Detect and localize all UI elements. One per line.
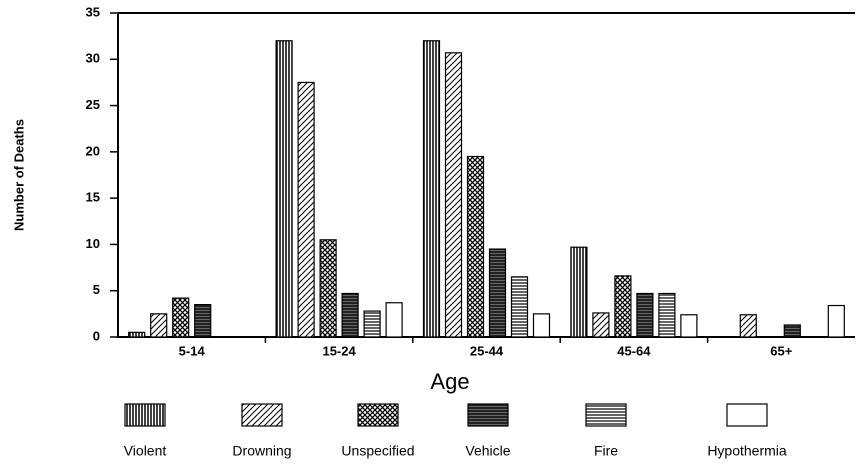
bar bbox=[172, 297, 190, 338]
bar bbox=[150, 313, 168, 338]
x-tick-label: 65+ bbox=[770, 343, 792, 358]
legend-label: Fire bbox=[594, 443, 618, 459]
legend-swatch bbox=[726, 403, 768, 427]
bar bbox=[680, 314, 698, 338]
bar bbox=[636, 292, 654, 338]
y-tick-label: 20 bbox=[86, 143, 100, 158]
y-tick-label: 35 bbox=[86, 4, 100, 19]
bar bbox=[614, 275, 632, 338]
bar bbox=[510, 276, 529, 338]
bar bbox=[592, 312, 610, 338]
x-tick-label: 15-24 bbox=[322, 343, 356, 358]
legend-label: Unspecified bbox=[341, 443, 414, 459]
bar bbox=[385, 302, 403, 338]
bar bbox=[532, 313, 551, 338]
legend-label: Drowning bbox=[232, 443, 291, 459]
bar bbox=[827, 304, 845, 338]
legend-label: Vehicle bbox=[465, 443, 510, 459]
y-tick-label: 10 bbox=[86, 236, 100, 251]
bar bbox=[275, 40, 293, 338]
bar bbox=[363, 310, 381, 338]
bar bbox=[319, 239, 337, 338]
bar bbox=[297, 81, 315, 338]
legend-label: Hypothermia bbox=[707, 443, 787, 459]
y-tick-label: 25 bbox=[86, 97, 100, 112]
bar bbox=[422, 40, 441, 338]
x-axis-title: Age bbox=[430, 369, 469, 394]
bar bbox=[488, 248, 507, 338]
legend-swatch bbox=[357, 403, 399, 427]
bar bbox=[341, 292, 359, 338]
legend-swatch bbox=[124, 403, 166, 427]
y-tick-label: 0 bbox=[93, 328, 100, 343]
bar bbox=[194, 304, 212, 338]
bar bbox=[739, 314, 757, 338]
legend-label: Violent bbox=[124, 443, 167, 459]
y-tick-label: 5 bbox=[93, 282, 100, 297]
x-tick-label: 45-64 bbox=[617, 343, 651, 358]
y-axis-title: Number of Deaths bbox=[11, 119, 26, 231]
y-tick-label: 30 bbox=[86, 51, 100, 66]
bar bbox=[658, 292, 676, 338]
legend-swatch bbox=[467, 403, 509, 427]
x-tick-label: 25-44 bbox=[470, 343, 504, 358]
legend-swatch bbox=[241, 403, 283, 427]
bar bbox=[783, 324, 801, 338]
y-tick-label: 15 bbox=[86, 190, 100, 205]
bar bbox=[128, 331, 146, 338]
axis-frame bbox=[117, 12, 855, 338]
x-tick-label: 5-14 bbox=[179, 343, 206, 358]
bar bbox=[466, 155, 485, 338]
bar bbox=[444, 52, 463, 338]
bar bbox=[570, 246, 588, 338]
legend-swatch bbox=[585, 403, 627, 427]
